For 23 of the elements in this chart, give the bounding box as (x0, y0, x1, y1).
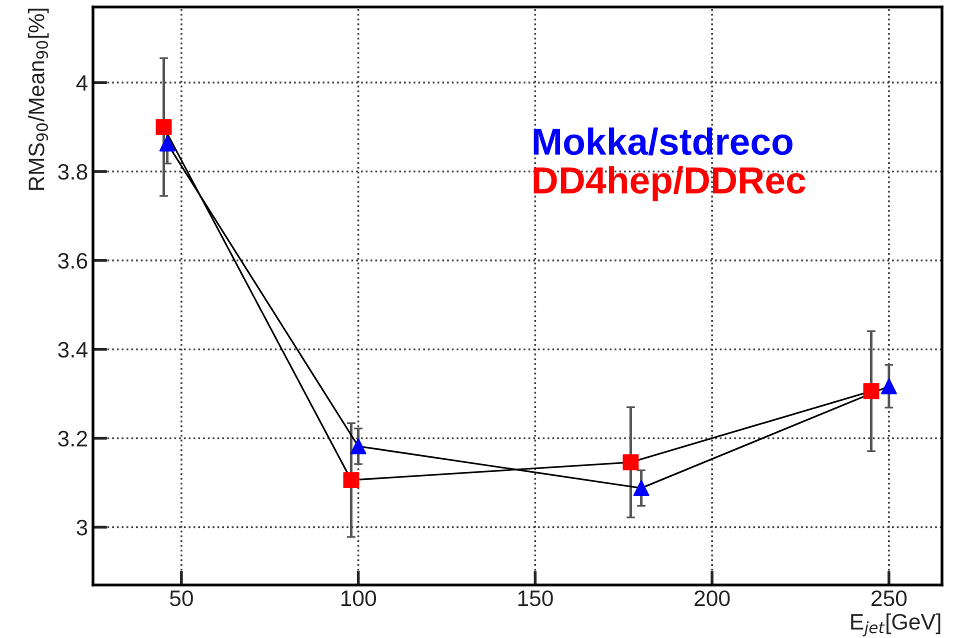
point (880, 378, 897, 394)
point (156, 119, 172, 136)
y-tick-label: 3.4 (58, 342, 88, 358)
point (622, 454, 639, 470)
point (633, 480, 650, 496)
y-tick-label: 3.6 (58, 252, 88, 269)
text: Mokka/stdreco (534, 127, 792, 156)
point (863, 383, 880, 400)
x-tick-label: 50 (170, 590, 193, 606)
x-tick-label: 250 (872, 590, 907, 606)
x-tick-label: 100 (341, 590, 376, 606)
x-axis-title: E$_{jet}$[GeV] (851, 613, 940, 636)
y-tick-label: 4 (76, 75, 88, 91)
y-tick-label: 3.2 (58, 430, 88, 447)
point (159, 136, 176, 152)
y-axis-title: RMS$_{90}$/Mean$_{90}$[%] (28, 8, 49, 190)
text: DD4hep/DDRec (534, 166, 806, 202)
y-tick-label: 3 (76, 520, 88, 536)
x-tick-label: 200 (694, 590, 730, 606)
y-tick-label: 3.8 (58, 164, 88, 180)
point (350, 438, 366, 454)
x-tick-label: 150 (518, 590, 553, 606)
point (343, 472, 360, 488)
